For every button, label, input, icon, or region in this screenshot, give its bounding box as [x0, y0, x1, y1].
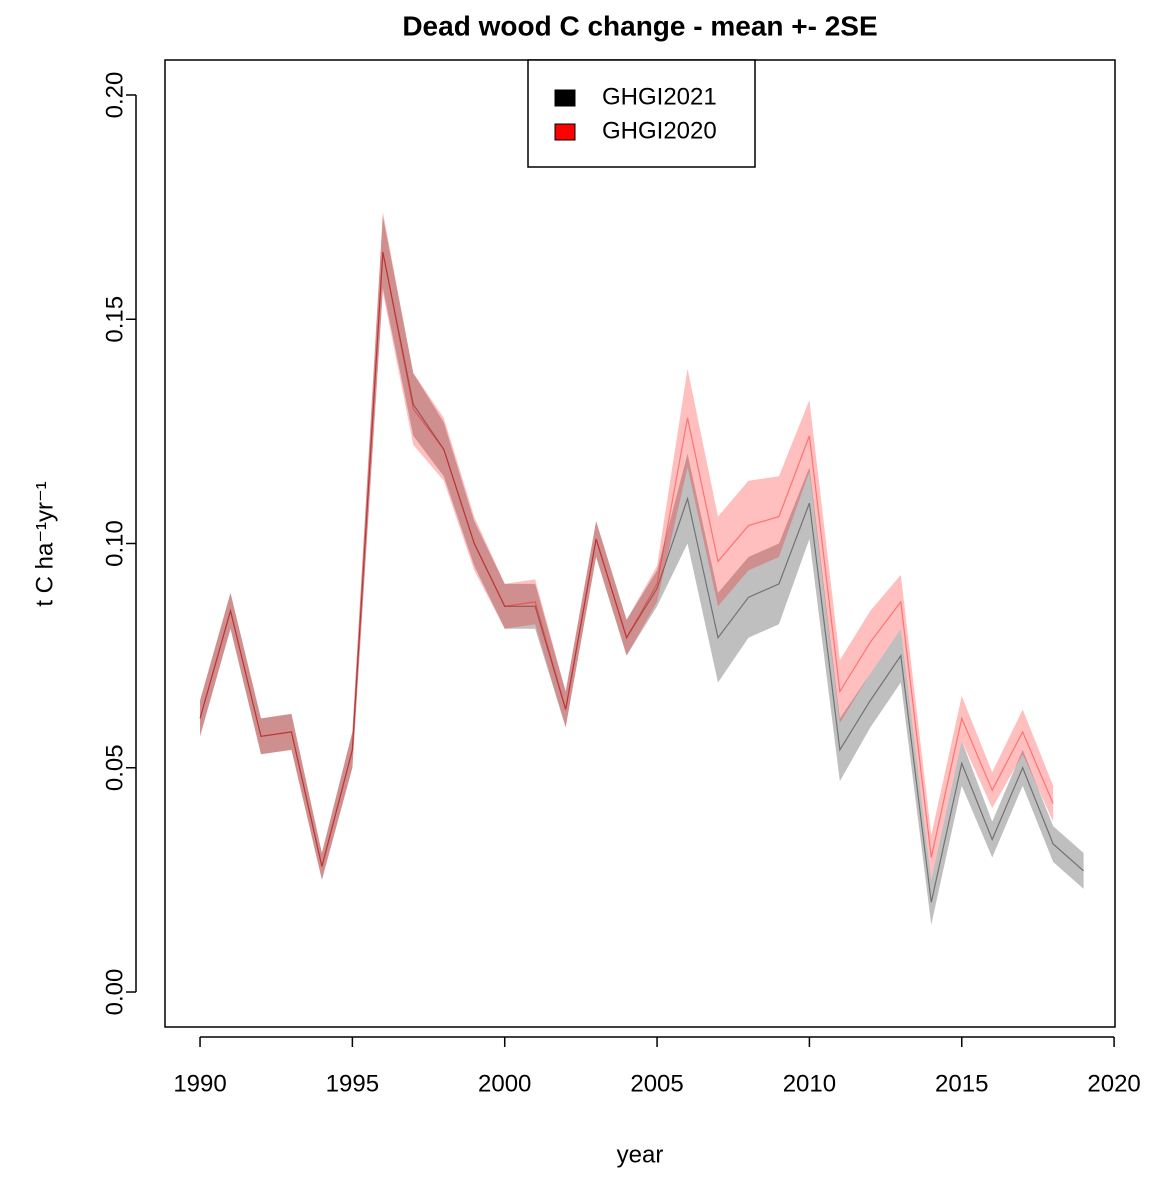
x-tick-label: 2015 — [935, 1070, 988, 1097]
y-tick-label: 0.00 — [101, 969, 128, 1016]
y-axis-label: t C ha⁻¹yr⁻¹ — [31, 481, 58, 606]
legend-swatch — [554, 123, 576, 141]
y-tick-label: 0.20 — [101, 72, 128, 119]
y-tick-label: 0.05 — [101, 744, 128, 791]
error-band — [200, 211, 1054, 880]
x-tick-label: 1995 — [326, 1070, 379, 1097]
legend-box — [527, 59, 756, 168]
y-tick-label: 0.15 — [101, 296, 128, 343]
x-tick-label: 1990 — [173, 1070, 226, 1097]
legend-label: GHGI2021 — [602, 83, 717, 110]
x-tick-label: 2005 — [630, 1070, 683, 1097]
error-band — [200, 216, 1084, 925]
x-tick-label: 2010 — [783, 1070, 836, 1097]
x-axis-label: year — [617, 1141, 664, 1168]
plot-frame — [164, 59, 1116, 1028]
legend-swatch — [554, 89, 576, 107]
legend-label: GHGI2020 — [602, 117, 717, 144]
mean-line — [199, 251, 1085, 903]
y-tick-label: 0.10 — [101, 520, 128, 567]
chart-title: Dead wood C change - mean +- 2SE — [402, 10, 877, 41]
x-tick-label: 2020 — [1087, 1070, 1140, 1097]
x-tick-label: 2000 — [478, 1070, 531, 1097]
mean-line — [199, 251, 1054, 867]
